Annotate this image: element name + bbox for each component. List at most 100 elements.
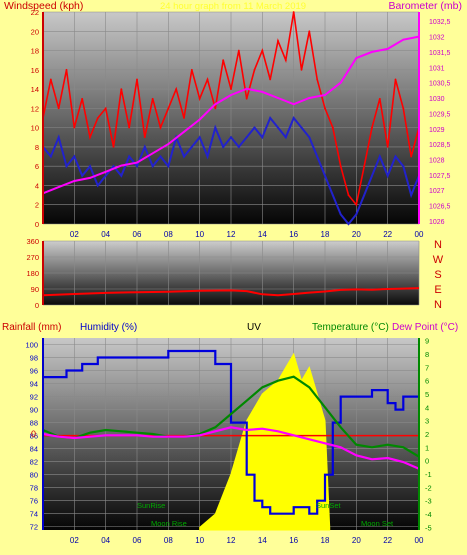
point-average (378, 155, 381, 158)
point-average (253, 126, 256, 129)
x-tick-label: 04 (101, 230, 110, 239)
y-tick-label-left: 16 (31, 66, 39, 75)
y-tick-label-left: 90 (31, 285, 39, 294)
point-barometer (183, 130, 185, 133)
point-barometer (339, 81, 342, 84)
series-humidity (43, 349, 419, 515)
panel3-y-tick-labels-left: 72 74 76 78 80 82 84 86 88 90 92 94 96 98 100 (25, 341, 38, 532)
y-tick-label-left: 90 (30, 406, 38, 415)
point-barometer (151, 152, 154, 155)
point-gust (269, 78, 272, 81)
y-tick-label-right: 9 (425, 337, 429, 346)
point-average (143, 146, 146, 148)
point-average (371, 174, 373, 177)
compass-label: N (434, 299, 442, 311)
sunset-label: SunSet (316, 501, 342, 510)
point-average (167, 165, 170, 168)
y-tick-label-right: 1028 (429, 157, 445, 164)
x-tick-label: 18 (321, 230, 330, 239)
point-gust (378, 97, 381, 100)
y-tick-label-right: 8 (425, 350, 429, 359)
point-average (128, 155, 131, 158)
point-gust (410, 155, 413, 158)
humidity-header: Humidity (%) (80, 322, 137, 333)
point-gust (402, 107, 405, 110)
y-tick-label-right: 4 (425, 403, 429, 412)
x-tick-label: 22 (383, 536, 392, 545)
compass-label: E (434, 284, 441, 296)
y-tick-label-right: -2 (425, 483, 432, 492)
x-tick-label: 20 (352, 536, 361, 545)
point-barometer (57, 186, 60, 189)
y-tick-label-left: 10 (31, 124, 39, 133)
rainfall-header: Rainfall (mm) (2, 322, 61, 333)
point-gust (128, 126, 131, 129)
point-gust (159, 126, 162, 129)
point-gust (222, 59, 225, 62)
panel2-series (42, 287, 420, 297)
x-tick-label: 22 (383, 230, 392, 239)
compass-label: N (434, 239, 442, 251)
y-tick-label-right: 7 (425, 363, 429, 372)
y-tick-label-left: 20 (31, 27, 39, 36)
y-tick-label-left: 0 (35, 220, 39, 229)
y-tick-label-right: 0 (425, 457, 429, 466)
x-tick-label: 00 (415, 230, 424, 239)
y-tick-label-right: 6 (425, 377, 429, 386)
x-tick-label: 18 (321, 536, 330, 545)
y-tick-label-left: 2 (35, 201, 39, 210)
point-average (81, 174, 84, 177)
y-tick-label-right: 1028,5 (429, 142, 451, 149)
point-average (73, 155, 76, 158)
point-average (363, 194, 366, 196)
y-tick-label-left: 74 (30, 510, 38, 519)
x-tick-label: 16 (289, 230, 298, 239)
point-gust (261, 49, 264, 52)
point-barometer (214, 103, 217, 106)
point-gust (206, 78, 209, 81)
point-barometer (198, 118, 201, 121)
series-dew-point (42, 426, 420, 470)
point-barometer (167, 143, 170, 146)
point-barometer (245, 87, 248, 90)
point-gust (112, 146, 115, 148)
x-tick-label: 04 (101, 536, 110, 545)
point-average (292, 117, 295, 119)
uv-header: UV (247, 322, 261, 333)
point-average (222, 146, 225, 148)
y-tick-label-right: 2 (425, 430, 429, 439)
y-tick-label-right: 1029 (429, 127, 445, 134)
point-gust (284, 59, 287, 62)
point-average (136, 165, 138, 168)
y-tick-label-right: -5 (425, 523, 432, 532)
point-barometer (73, 180, 76, 182)
point-gust (190, 68, 193, 71)
moonset-label: Moon Set (361, 519, 394, 528)
x-tick-label: 02 (70, 536, 79, 545)
point-average (230, 136, 232, 139)
point-gust (245, 97, 248, 100)
panel1-right-axis-label: Barometer (mb) (388, 0, 462, 12)
point-barometer (136, 161, 138, 164)
series-wind-direction (42, 287, 420, 297)
y-tick-label-right: 1 (425, 443, 429, 452)
y-tick-label-right: 3 (425, 417, 429, 426)
point-average (316, 155, 319, 158)
point-barometer (324, 94, 326, 96)
y-tick-label-left: 84 (30, 445, 38, 454)
y-tick-label-right: -1 (425, 470, 432, 479)
y-tick-label-left: 80 (30, 471, 38, 480)
y-tick-label-left: 8 (35, 143, 39, 152)
panel3-series (42, 349, 420, 531)
panel2-grid (43, 240, 420, 306)
x-tick-label: 06 (133, 536, 142, 545)
x-tick-label: 10 (195, 536, 204, 545)
point-average (347, 223, 350, 225)
point-gust (96, 117, 99, 119)
point-average (386, 174, 389, 177)
y-tick-label-left: 96 (30, 367, 38, 376)
x-tick-label: 12 (227, 230, 236, 239)
y-tick-label-right: 1032 (429, 35, 445, 42)
